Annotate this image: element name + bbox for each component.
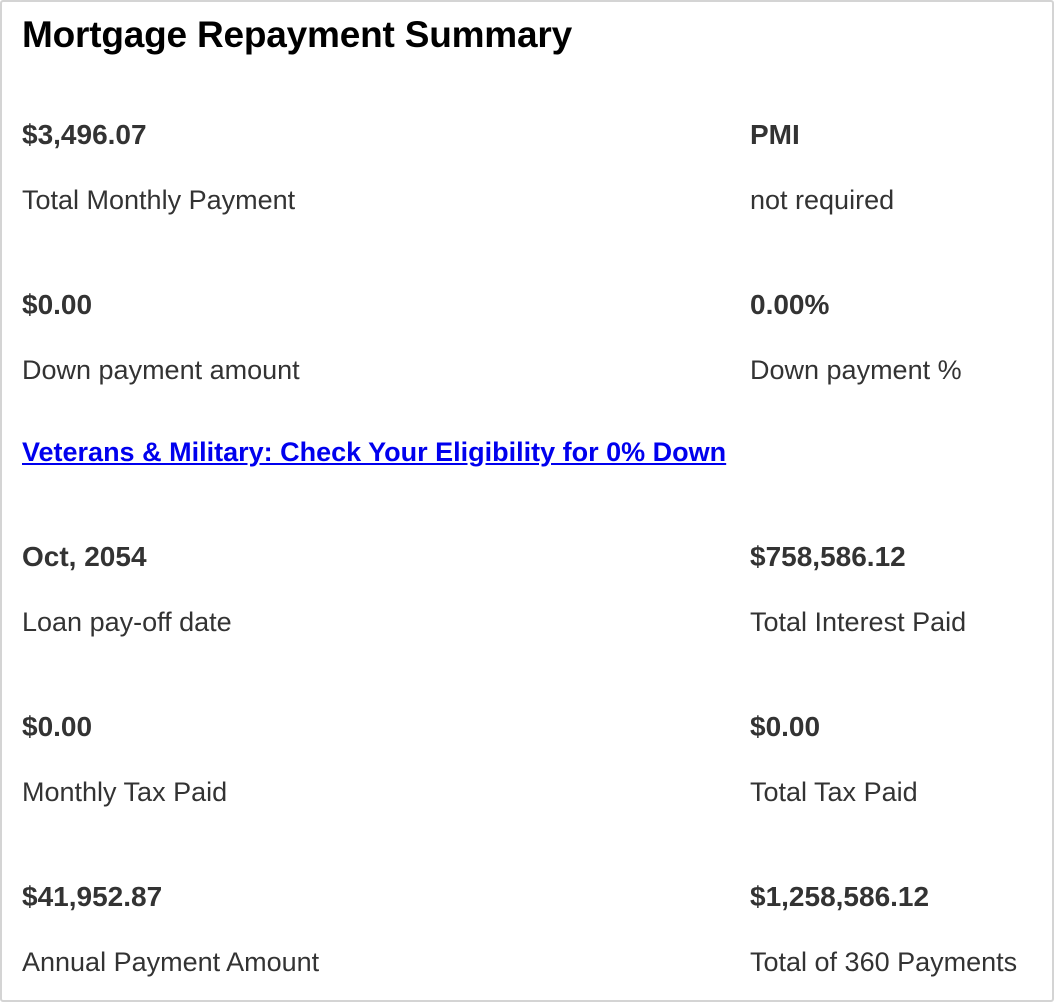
down-payment-percent-value: 0.00% [750,289,830,320]
page-title: Mortgage Repayment Summary [22,14,572,55]
monthly-payment-label: Total Monthly Payment [22,185,296,215]
annual-payment-label: Annual Payment Amount [22,947,320,977]
payoff-date-value: Oct, 2054 [22,541,147,572]
down-payment-amount-label: Down payment amount [22,355,300,385]
total-tax-label: Total Tax Paid [750,777,918,807]
total-interest-label: Total Interest Paid [750,607,967,637]
veterans-eligibility-link[interactable]: Veterans & Military: Check Your Eligibil… [22,437,727,467]
pmi-value: PMI [750,119,800,150]
pmi-label: not required [750,185,895,215]
total-payments-value: $1,258,586.12 [750,881,930,912]
down-payment-percent-label: Down payment % [750,355,962,385]
monthly-tax-label: Monthly Tax Paid [22,777,228,807]
total-tax-value: $0.00 [750,711,821,742]
monthly-payment-value: $3,496.07 [22,119,147,150]
down-payment-amount-value: $0.00 [22,289,93,320]
total-payments-label: Total of 360 Payments [750,947,1018,977]
total-interest-value: $758,586.12 [750,541,906,572]
payoff-date-label: Loan pay-off date [22,607,232,637]
monthly-tax-value: $0.00 [22,711,93,742]
annual-payment-value: $41,952.87 [22,881,163,912]
